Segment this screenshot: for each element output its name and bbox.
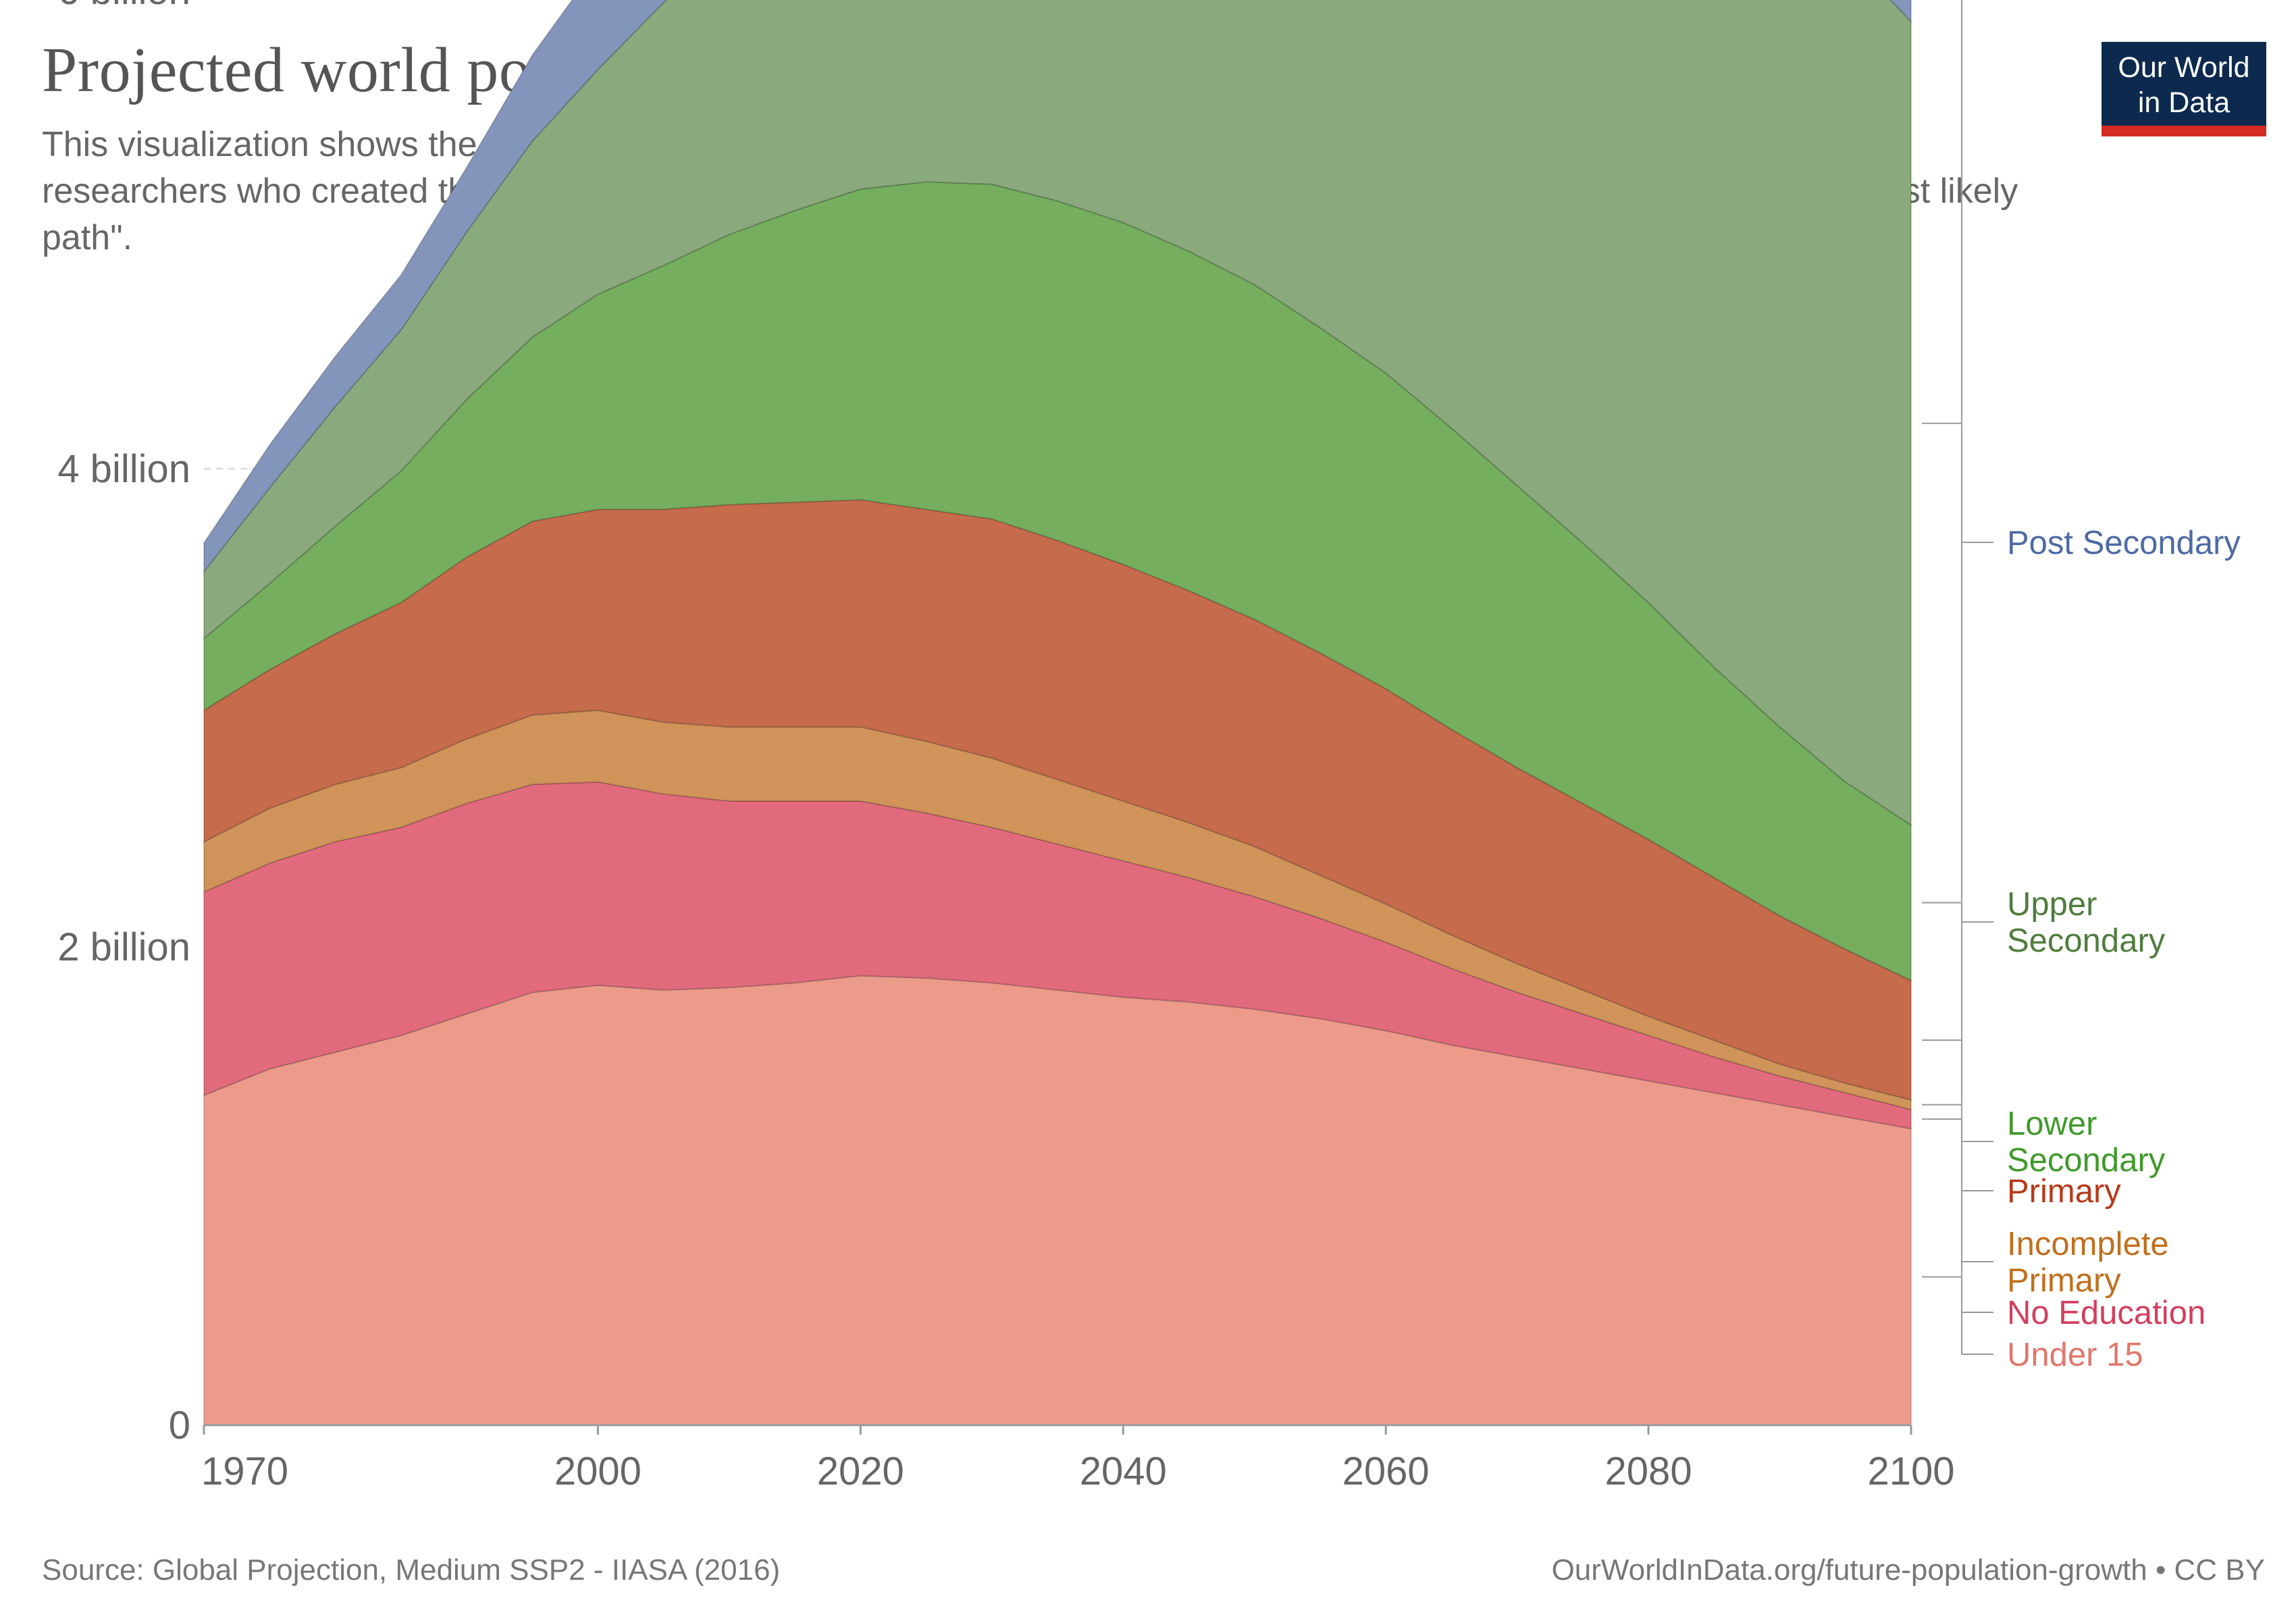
series-label-lower-secondary[interactable]: Secondary — [2007, 1142, 2166, 1179]
area-series — [203, 0, 1912, 1426]
source-url-link[interactable]: OurWorldInData.org/future-population-gro… — [1551, 1553, 2265, 1587]
series-label-primary[interactable]: Primary — [2007, 1173, 2121, 1210]
series-label-under-15[interactable]: Under 15 — [2007, 1337, 2143, 1373]
label-connector — [1922, 1104, 1993, 1262]
y-tick-label: 4 billion — [57, 447, 190, 491]
area-post-secondary[interactable] — [203, 0, 1912, 574]
series-label-upper-secondary[interactable]: Upper — [2007, 886, 2097, 923]
logo-line-1: Our World — [2118, 51, 2250, 84]
area-upper-secondary[interactable] — [203, 0, 1912, 827]
label-connector — [1922, 1118, 1993, 1313]
x-tick-label: 2040 — [1080, 1449, 1167, 1493]
y-tick-label: 2 billion — [57, 925, 190, 969]
x-tick-label: 2060 — [1342, 1449, 1430, 1493]
area-primary[interactable] — [203, 499, 1912, 1101]
area-lower-secondary[interactable] — [203, 181, 1912, 982]
our-world-in-data-logo[interactable]: Our World in Data — [2102, 42, 2266, 136]
logo-line-2: in Data — [2137, 86, 2230, 119]
source-note: Source: Global Projection, Medium SSP2 -… — [42, 1553, 781, 1587]
x-tick-label: 2000 — [554, 1449, 642, 1493]
series-label-lower-secondary[interactable]: Lower — [2007, 1106, 2097, 1142]
series-label-incomplete-primary[interactable]: Incomplete — [2007, 1226, 2169, 1262]
series-label-post-secondary[interactable]: Post Secondary — [2007, 525, 2241, 561]
series-label-upper-secondary[interactable]: Secondary — [2007, 923, 2166, 959]
series-label-incomplete-primary[interactable]: Primary — [2007, 1262, 2121, 1299]
y-tick-label: 6 billion — [57, 0, 190, 13]
x-tick-label: 1970 — [201, 1449, 288, 1493]
label-connector — [1922, 1276, 1993, 1355]
label-connector — [1922, 902, 1993, 1142]
label-connector — [1922, 422, 1993, 923]
label-connector — [1922, 1039, 1993, 1191]
y-tick-label: 0 — [169, 1404, 190, 1447]
x-tick-label: 2020 — [817, 1449, 904, 1493]
x-tick-label: 2100 — [1867, 1449, 1954, 1493]
label-connector — [1961, 0, 1993, 543]
series-label-no-education[interactable]: No Education — [2007, 1295, 2206, 1331]
x-tick-label: 2080 — [1605, 1449, 1692, 1493]
